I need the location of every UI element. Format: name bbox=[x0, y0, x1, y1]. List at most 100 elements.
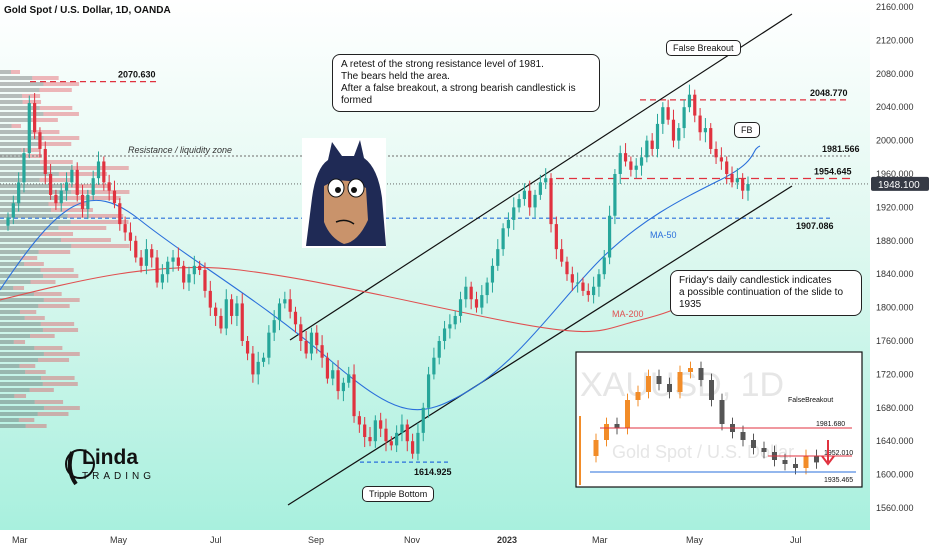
candle-body bbox=[693, 94, 697, 116]
candle-body bbox=[581, 282, 585, 291]
profile-bar-dark bbox=[0, 190, 72, 194]
candle-body bbox=[325, 357, 330, 379]
inset-candle-body bbox=[604, 424, 609, 440]
profile-bar-dark bbox=[0, 340, 14, 344]
candle-body bbox=[267, 332, 271, 358]
profile-bar-dark bbox=[0, 124, 12, 128]
candle-body bbox=[123, 224, 127, 233]
profile-bar-dark bbox=[0, 310, 20, 314]
friday-note-line-1: Friday's daily candlestick indicates bbox=[679, 275, 832, 286]
candle-body bbox=[283, 299, 287, 304]
candle-body bbox=[512, 207, 516, 220]
inset-candle-body bbox=[625, 400, 630, 428]
profile-bar-red bbox=[24, 316, 45, 320]
profile-bar-dark bbox=[0, 130, 33, 134]
profile-bar-dark bbox=[0, 160, 41, 164]
profile-bar-dark bbox=[0, 178, 40, 182]
candle-body bbox=[240, 303, 244, 341]
profile-bar-dark bbox=[0, 346, 35, 350]
inset-candle-body bbox=[793, 464, 798, 468]
x-tick-label: Mar bbox=[12, 535, 28, 545]
candle-body bbox=[592, 286, 596, 296]
candle-body bbox=[64, 182, 69, 191]
x-tick-label: May bbox=[110, 535, 128, 545]
profile-bar-dark bbox=[0, 424, 26, 428]
logo-subtext: TRADING bbox=[82, 471, 155, 482]
profile-bar-red bbox=[43, 82, 80, 86]
profile-bar-red bbox=[39, 106, 73, 110]
candle-body bbox=[634, 165, 638, 170]
profile-bar-dark bbox=[0, 214, 68, 218]
horizontal-levels: 2070.630 2048.770 1981.566 1954.645 1907.086… bbox=[0, 70, 870, 477]
profile-bar-red bbox=[43, 136, 80, 140]
profile-bar-dark bbox=[0, 172, 59, 176]
profile-bar-dark bbox=[0, 166, 71, 170]
ma200-label: MA-200 bbox=[612, 309, 644, 319]
y-axis: 2160.000 2120.000 2080.000 2040.000 2000.000… bbox=[871, 2, 929, 513]
y-tick-label: 2080.000 bbox=[876, 69, 914, 79]
y-tick-label: 2040.000 bbox=[876, 102, 914, 112]
candle-body bbox=[331, 370, 335, 379]
candle-body bbox=[570, 274, 574, 283]
y-tick-label: 1720.000 bbox=[876, 369, 914, 379]
candle-body bbox=[160, 274, 164, 283]
candle-body bbox=[426, 374, 431, 408]
candle-body bbox=[517, 199, 521, 208]
candle-body bbox=[17, 182, 21, 204]
profile-bar-red bbox=[48, 202, 89, 206]
resistance-zone-label: Resistance / liquidity zone bbox=[128, 145, 233, 155]
candle-body bbox=[416, 432, 420, 454]
profile-bar-dark bbox=[0, 394, 15, 398]
fb-tag: FB bbox=[734, 122, 760, 138]
profile-bar-dark bbox=[0, 184, 61, 188]
channel-lower-line bbox=[287, 185, 793, 506]
y-tick-label: 1880.000 bbox=[876, 236, 914, 246]
candlesticks bbox=[6, 84, 750, 461]
candle-body bbox=[341, 382, 345, 392]
candle-body bbox=[522, 190, 527, 200]
candle-body bbox=[730, 174, 734, 183]
level-label: 1954.645 bbox=[814, 166, 852, 176]
profile-bar-red bbox=[43, 112, 79, 116]
candle-body bbox=[453, 315, 457, 325]
inset-candle-body bbox=[814, 456, 819, 463]
profile-bar-red bbox=[40, 232, 74, 236]
candle-body bbox=[192, 265, 196, 275]
candle-body bbox=[315, 332, 319, 346]
candle-body bbox=[352, 374, 356, 417]
candle-body bbox=[203, 270, 207, 291]
profile-bar-red bbox=[37, 412, 69, 416]
retest-note-callout: A retest of the strong resistance level … bbox=[332, 54, 600, 112]
inset-candle-body bbox=[635, 392, 641, 400]
candle-body bbox=[411, 441, 415, 454]
candle-body bbox=[43, 148, 47, 174]
y-tick-label: 2120.000 bbox=[876, 35, 914, 45]
inset-candle-body bbox=[719, 400, 725, 424]
level-label: 1981.566 bbox=[822, 144, 860, 154]
candle-body bbox=[671, 119, 676, 141]
y-tick-label: 2000.000 bbox=[876, 136, 914, 146]
candle-body bbox=[586, 290, 590, 296]
retest-note-line-1: A retest of the strong resistance level … bbox=[341, 59, 544, 70]
profile-bar-red bbox=[67, 214, 124, 218]
profile-bar-dark bbox=[0, 358, 38, 362]
candle-body bbox=[96, 161, 101, 179]
profile-bar-dark bbox=[0, 208, 52, 212]
candle-body bbox=[533, 194, 537, 208]
y-tick-label: 1560.000 bbox=[876, 503, 914, 513]
profile-bar-dark bbox=[0, 142, 40, 146]
profile-bar-dark bbox=[0, 292, 34, 296]
level-label: 2048.770 bbox=[810, 88, 848, 98]
inset-candle-body bbox=[761, 448, 767, 452]
candle-body bbox=[576, 282, 580, 284]
inset-candle-body bbox=[803, 456, 809, 468]
profile-bar-dark bbox=[0, 118, 32, 122]
candle-body bbox=[59, 190, 63, 204]
profile-bar-red bbox=[58, 172, 108, 176]
profile-bar-red bbox=[42, 328, 79, 332]
candle-body bbox=[709, 128, 713, 149]
candle-body bbox=[703, 128, 708, 133]
candle-body bbox=[299, 324, 303, 341]
